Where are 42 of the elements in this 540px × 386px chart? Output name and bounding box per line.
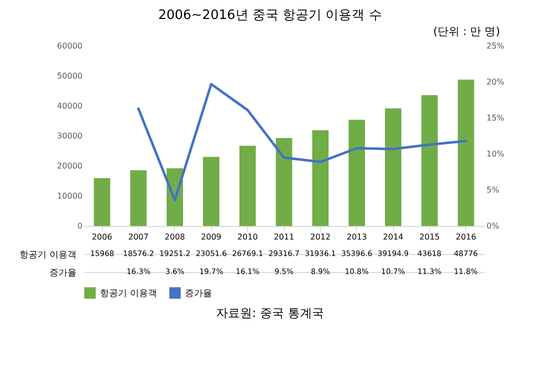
x-tick-label: 2008 <box>164 232 185 242</box>
bar <box>130 170 147 226</box>
bar <box>239 146 256 226</box>
y-tick-label: 30000 <box>57 132 82 140</box>
text: 항공기 이용객 <box>20 250 76 260</box>
y2-tick-label: 15% <box>486 114 505 122</box>
x-tick-label: 2010 <box>237 232 258 242</box>
x-tick-label: 2009 <box>201 232 222 242</box>
y-tick-label: 20000 <box>57 162 82 170</box>
y2-tick-label: 25% <box>486 42 505 50</box>
bar <box>348 120 365 226</box>
y2-tick-label: 20% <box>486 78 505 86</box>
bar <box>276 138 292 226</box>
bar <box>385 108 402 226</box>
chart-title: 2006~2016년 중국 항공기 이용객 수 <box>157 7 383 24</box>
y-tick-label: 40000 <box>57 102 82 110</box>
x-tick-label: 2013 <box>346 232 367 242</box>
y2-tick-label: 0% <box>486 222 500 230</box>
x-tick-label: 2015 <box>419 232 440 242</box>
x-tick-label: 2006 <box>92 232 112 242</box>
text: (단위 : 만 명) <box>432 24 501 40</box>
legend-label: 증가율 <box>185 289 212 299</box>
bar <box>458 80 474 226</box>
text: 자료원: 중국 통계국 <box>215 305 325 322</box>
bar <box>94 178 110 226</box>
y2-tick-label: 10% <box>486 150 505 158</box>
y-tick-label: 10000 <box>57 192 82 200</box>
y-tick-label: 50000 <box>57 72 82 80</box>
x-tick-label: 2016 <box>456 232 476 242</box>
y-tick-label: 0 <box>77 222 82 230</box>
bar <box>312 130 329 226</box>
text: 증가율 <box>50 268 76 278</box>
x-tick-label: 2011 <box>274 232 294 242</box>
line-series <box>137 82 468 202</box>
y2-tick-label: 5% <box>486 186 500 194</box>
bar <box>421 95 438 226</box>
y-tick-label: 60000 <box>57 42 82 50</box>
legend-label: 항공기 이용객 <box>100 289 157 299</box>
x-tick-label: 2014 <box>383 232 404 242</box>
x-tick-label: 2007 <box>128 232 149 242</box>
x-tick-label: 2012 <box>310 232 331 242</box>
bar <box>203 156 220 226</box>
